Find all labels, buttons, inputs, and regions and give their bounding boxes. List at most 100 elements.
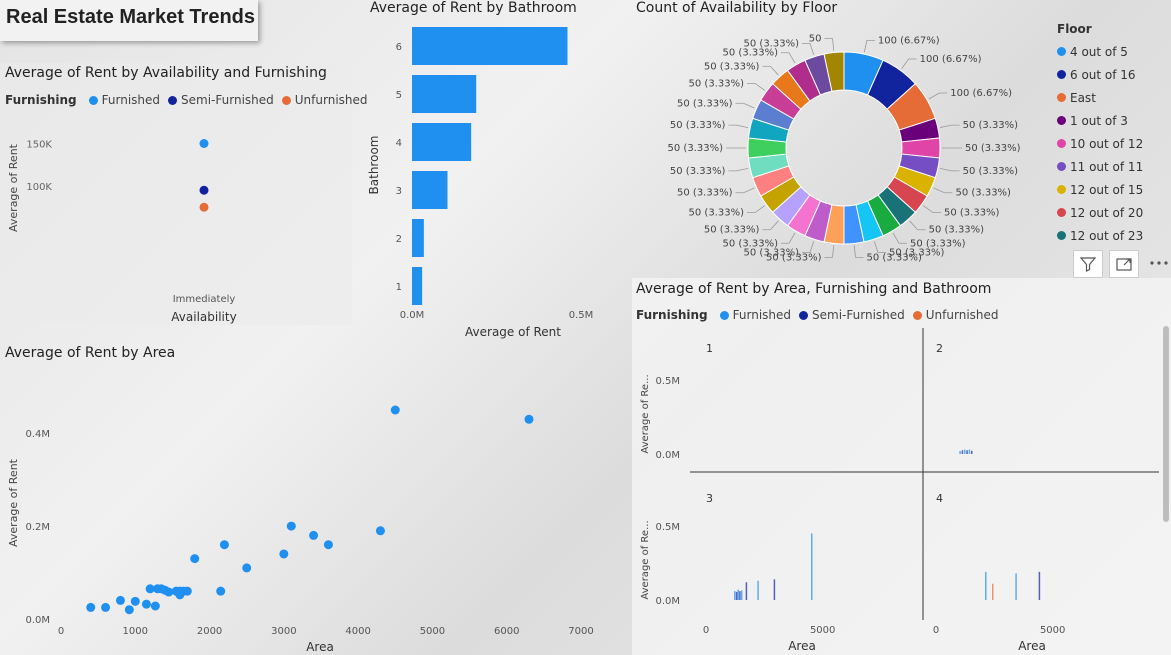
- data-label: 50 (3.33%): [866, 252, 922, 263]
- leader-line: [781, 52, 796, 64]
- bar: [959, 451, 961, 454]
- floor-legend-item: 11 out of 11: [1057, 155, 1143, 178]
- legend-semi: Semi-Furnished: [812, 308, 905, 322]
- bar: [741, 590, 743, 600]
- bar: [739, 591, 741, 600]
- x-tick-label: 0.0M: [400, 310, 425, 321]
- bar: [966, 450, 968, 454]
- floor-legend-item: 10 out of 12: [1057, 132, 1143, 155]
- data-label: 50 (3.33%): [689, 78, 745, 89]
- data-label: 50 (3.33%): [704, 61, 760, 72]
- scatter-point: [150, 601, 160, 611]
- data-label: 50 (3.33%): [744, 38, 800, 49]
- floor-legend-item: 12 out of 23: [1057, 224, 1143, 247]
- avail-chart: 100K 150K Immediately Availability Average o…: [7, 139, 237, 324]
- data-label: 50 (3.33%): [929, 225, 985, 236]
- data-label: 100 (6.67%): [950, 88, 1012, 99]
- x-tick-label: 0: [933, 625, 939, 636]
- scatter-point: [279, 549, 289, 559]
- x-tick-label: 0.5M: [569, 310, 594, 321]
- leader-line: [892, 232, 907, 244]
- area-panel[interactable]: Average of Rent by Area 0.0M 0.2M 0.4M 0 100…: [0, 343, 600, 655]
- y-tick-label: 100K: [26, 182, 52, 193]
- area-title: Average of Rent by Area: [5, 345, 176, 361]
- avail-panel[interactable]: Average of Rent by Availability and Furn…: [0, 63, 368, 325]
- data-label: 50 (3.33%): [677, 98, 733, 109]
- y-tick-label: 0.4M: [25, 429, 50, 440]
- scatter-point: [219, 540, 229, 550]
- data-label: 50 (3.33%): [766, 252, 822, 263]
- x-tick-label: 2000: [197, 626, 222, 637]
- bar: [745, 582, 748, 600]
- scatter-point: [130, 596, 140, 606]
- x-tick-label: 0: [58, 626, 64, 637]
- data-label: 50 (3.33%): [677, 188, 733, 199]
- data-label: 50 (3.33%): [910, 238, 966, 249]
- leader-line: [781, 232, 796, 244]
- focus-mode-button[interactable]: [1109, 250, 1139, 278]
- legend-dot: [1057, 70, 1066, 79]
- y-tick-label: 0.0M: [655, 596, 680, 607]
- data-label: 50 (3.33%): [689, 208, 745, 219]
- leader-line: [853, 245, 864, 258]
- x-tick-label: 1000: [123, 626, 148, 637]
- more-options-button[interactable]: [1145, 250, 1171, 276]
- floor-legend: Floor 4 out of 5 6 out of 16 East 1 out of …: [1057, 22, 1143, 247]
- small-panel[interactable]: Average of Rent by Area, Furnishing and …: [632, 278, 1171, 655]
- legend-label: 4 out of 5: [1070, 44, 1128, 59]
- scatter-point: [164, 587, 174, 597]
- floor-title: Count of Availability by Floor: [636, 0, 838, 16]
- scatter-point: [101, 602, 111, 612]
- y-tick-label: 0.5M: [655, 376, 680, 387]
- floor-legend-item: 1 out of 3: [1057, 109, 1143, 132]
- filter-button[interactable]: [1073, 250, 1103, 278]
- bar: [1038, 571, 1041, 600]
- x-axis-label: Availability: [171, 310, 236, 324]
- small-legend: Furnishing Furnished Semi-Furnished Unfu…: [636, 308, 999, 322]
- bar: [412, 171, 448, 209]
- leader-line: [824, 38, 835, 51]
- floor-legend-item: East: [1057, 86, 1143, 109]
- scatter-point: [145, 584, 155, 594]
- bath-panel[interactable]: Average of Rent by Bathroom 6 5 4 3 2 1 0.0M 0.…: [366, 0, 598, 345]
- scatter-point: [216, 586, 226, 596]
- x-axis-label: Area: [1018, 639, 1046, 653]
- expand-icon: [1116, 258, 1132, 271]
- data-label: 50 (3.33%): [704, 225, 760, 236]
- floor-chart: 100 (6.67%) 100 (6.67%) 100 (6.67%) 50 (3.3…: [668, 34, 1021, 264]
- leader-line: [735, 102, 755, 109]
- bar: [971, 450, 973, 454]
- bar: [412, 75, 477, 113]
- y-axis-label: Average of Rent: [7, 458, 20, 547]
- data-label: 50 (3.33%): [963, 120, 1019, 131]
- legend-title: Furnishing: [636, 308, 708, 322]
- x-axis-label: Area: [788, 639, 816, 653]
- scatter-point: [286, 521, 296, 531]
- floor-panel[interactable]: Count of Availability by Floor 100 (6.67…: [632, 0, 1171, 275]
- scatter-point: [115, 595, 125, 605]
- x-tick-label: 5000: [1040, 625, 1065, 636]
- scatter-point: [182, 586, 192, 596]
- legend-dot: [1057, 116, 1066, 125]
- y-tick-label: 0.2M: [25, 522, 50, 533]
- leader-line: [928, 92, 948, 100]
- y-tick-label: 3: [396, 186, 402, 197]
- avail-title: Average of Rent by Availability and Furn…: [5, 65, 327, 81]
- bar: [811, 533, 813, 600]
- bath-chart: 6 5 4 3 2 1 0.0M 0.5M Average of Rent Bathroom: [367, 27, 594, 339]
- report-title: Real Estate Market Trends: [6, 6, 255, 28]
- scatter-point: [124, 605, 134, 615]
- avail-legend: Furnishing Furnished Semi-Furnished Unfu…: [5, 93, 368, 107]
- data-label: 50 (3.33%): [963, 166, 1019, 177]
- data-label: 50: [809, 34, 822, 45]
- leader-line: [802, 42, 815, 55]
- data-label: 50 (3.33%): [889, 248, 945, 259]
- leader-line: [901, 58, 917, 69]
- data-label: 50 (3.33%): [744, 248, 800, 259]
- scatter-point: [323, 540, 333, 550]
- scrollbar[interactable]: [1163, 326, 1169, 522]
- leader-line: [728, 124, 749, 129]
- scatter-point: [524, 414, 534, 424]
- y-axis-label: Average of Re...: [640, 374, 651, 453]
- filter-icon: [1079, 257, 1097, 272]
